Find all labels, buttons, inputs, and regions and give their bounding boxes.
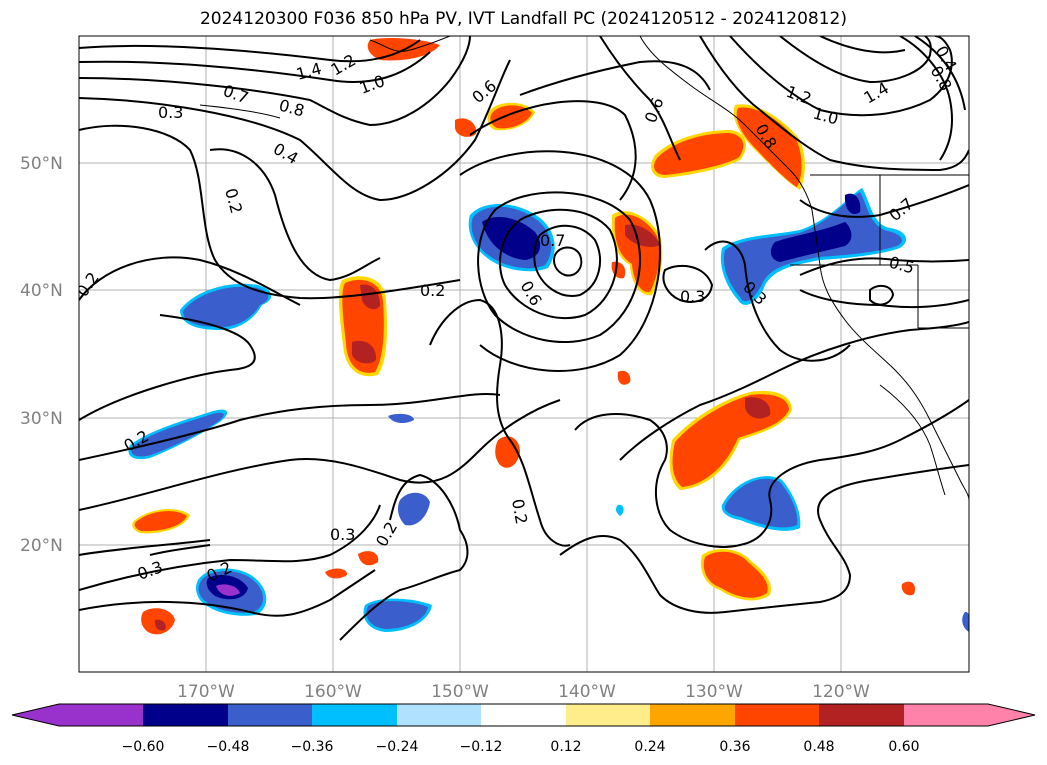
colorbar-bin — [481, 704, 566, 726]
contour-label: 0.7 — [540, 231, 565, 250]
map-border — [78, 35, 970, 673]
positive-anomaly-fills — [132, 37, 916, 635]
colorbar-tick: −0.36 — [291, 739, 334, 755]
colorbar-bin — [819, 704, 904, 726]
longitude-labels: 170°W 160°W 150°W 140°W 130°W 120°W — [177, 682, 870, 702]
colorbar-bin — [59, 704, 143, 726]
pv-contours — [79, 36, 969, 641]
colorbar-max-extend — [988, 704, 1035, 726]
colorbar-tick: 0.12 — [550, 739, 581, 755]
lon-label: 140°W — [558, 682, 616, 702]
colorbar-tick: 0.48 — [803, 739, 834, 755]
lat-label: 30°N — [20, 409, 63, 429]
contour-label: 0.2 — [508, 497, 531, 525]
colorbar-tick: 0.60 — [888, 739, 919, 755]
colorbar-bin — [735, 704, 819, 726]
lat-label: 20°N — [20, 536, 63, 556]
colorbar-bin — [904, 704, 988, 726]
colorbar-bin — [397, 704, 481, 726]
coastlines — [199, 36, 969, 501]
contour-label: 0.3 — [330, 525, 355, 544]
colorbar-tick: 0.36 — [719, 739, 750, 755]
map-area — [79, 36, 969, 672]
map-title: 2024120300 F036 850 hPa PV, IVT Landfall… — [199, 9, 847, 29]
contour-label: 0.3 — [158, 103, 183, 122]
lon-label: 120°W — [812, 682, 870, 702]
colorbar-min-extend — [12, 704, 59, 726]
lon-label: 170°W — [177, 682, 235, 702]
colorbar-bin — [312, 704, 397, 726]
colorbar-tick: −0.60 — [122, 739, 165, 755]
colorbar-bin — [650, 704, 735, 726]
colorbar: −0.60 −0.48 −0.36 −0.24 −0.12 0.12 0.24 … — [11, 703, 1036, 755]
colorbar-outline — [11, 703, 1036, 727]
lon-label: 150°W — [431, 682, 489, 702]
colorbar-bin — [228, 704, 312, 726]
contour-label: 0.2 — [420, 281, 445, 300]
lat-label: 40°N — [20, 281, 63, 301]
lon-label: 130°W — [685, 682, 743, 702]
contour-label: 0.3 — [680, 287, 705, 306]
colorbar-bin — [143, 704, 228, 726]
colorbar-tick: −0.12 — [460, 739, 503, 755]
colorbar-tick: 0.24 — [634, 739, 665, 755]
colorbar-tick: −0.24 — [376, 739, 419, 755]
colorbar-bin — [566, 704, 650, 726]
lat-label: 50°N — [20, 154, 63, 174]
colorbar-tick: −0.48 — [207, 739, 250, 755]
latitude-labels: 50°N 40°N 30°N 20°N — [20, 154, 63, 556]
negative-anomaly-fills — [128, 188, 969, 632]
lon-label: 160°W — [304, 682, 362, 702]
